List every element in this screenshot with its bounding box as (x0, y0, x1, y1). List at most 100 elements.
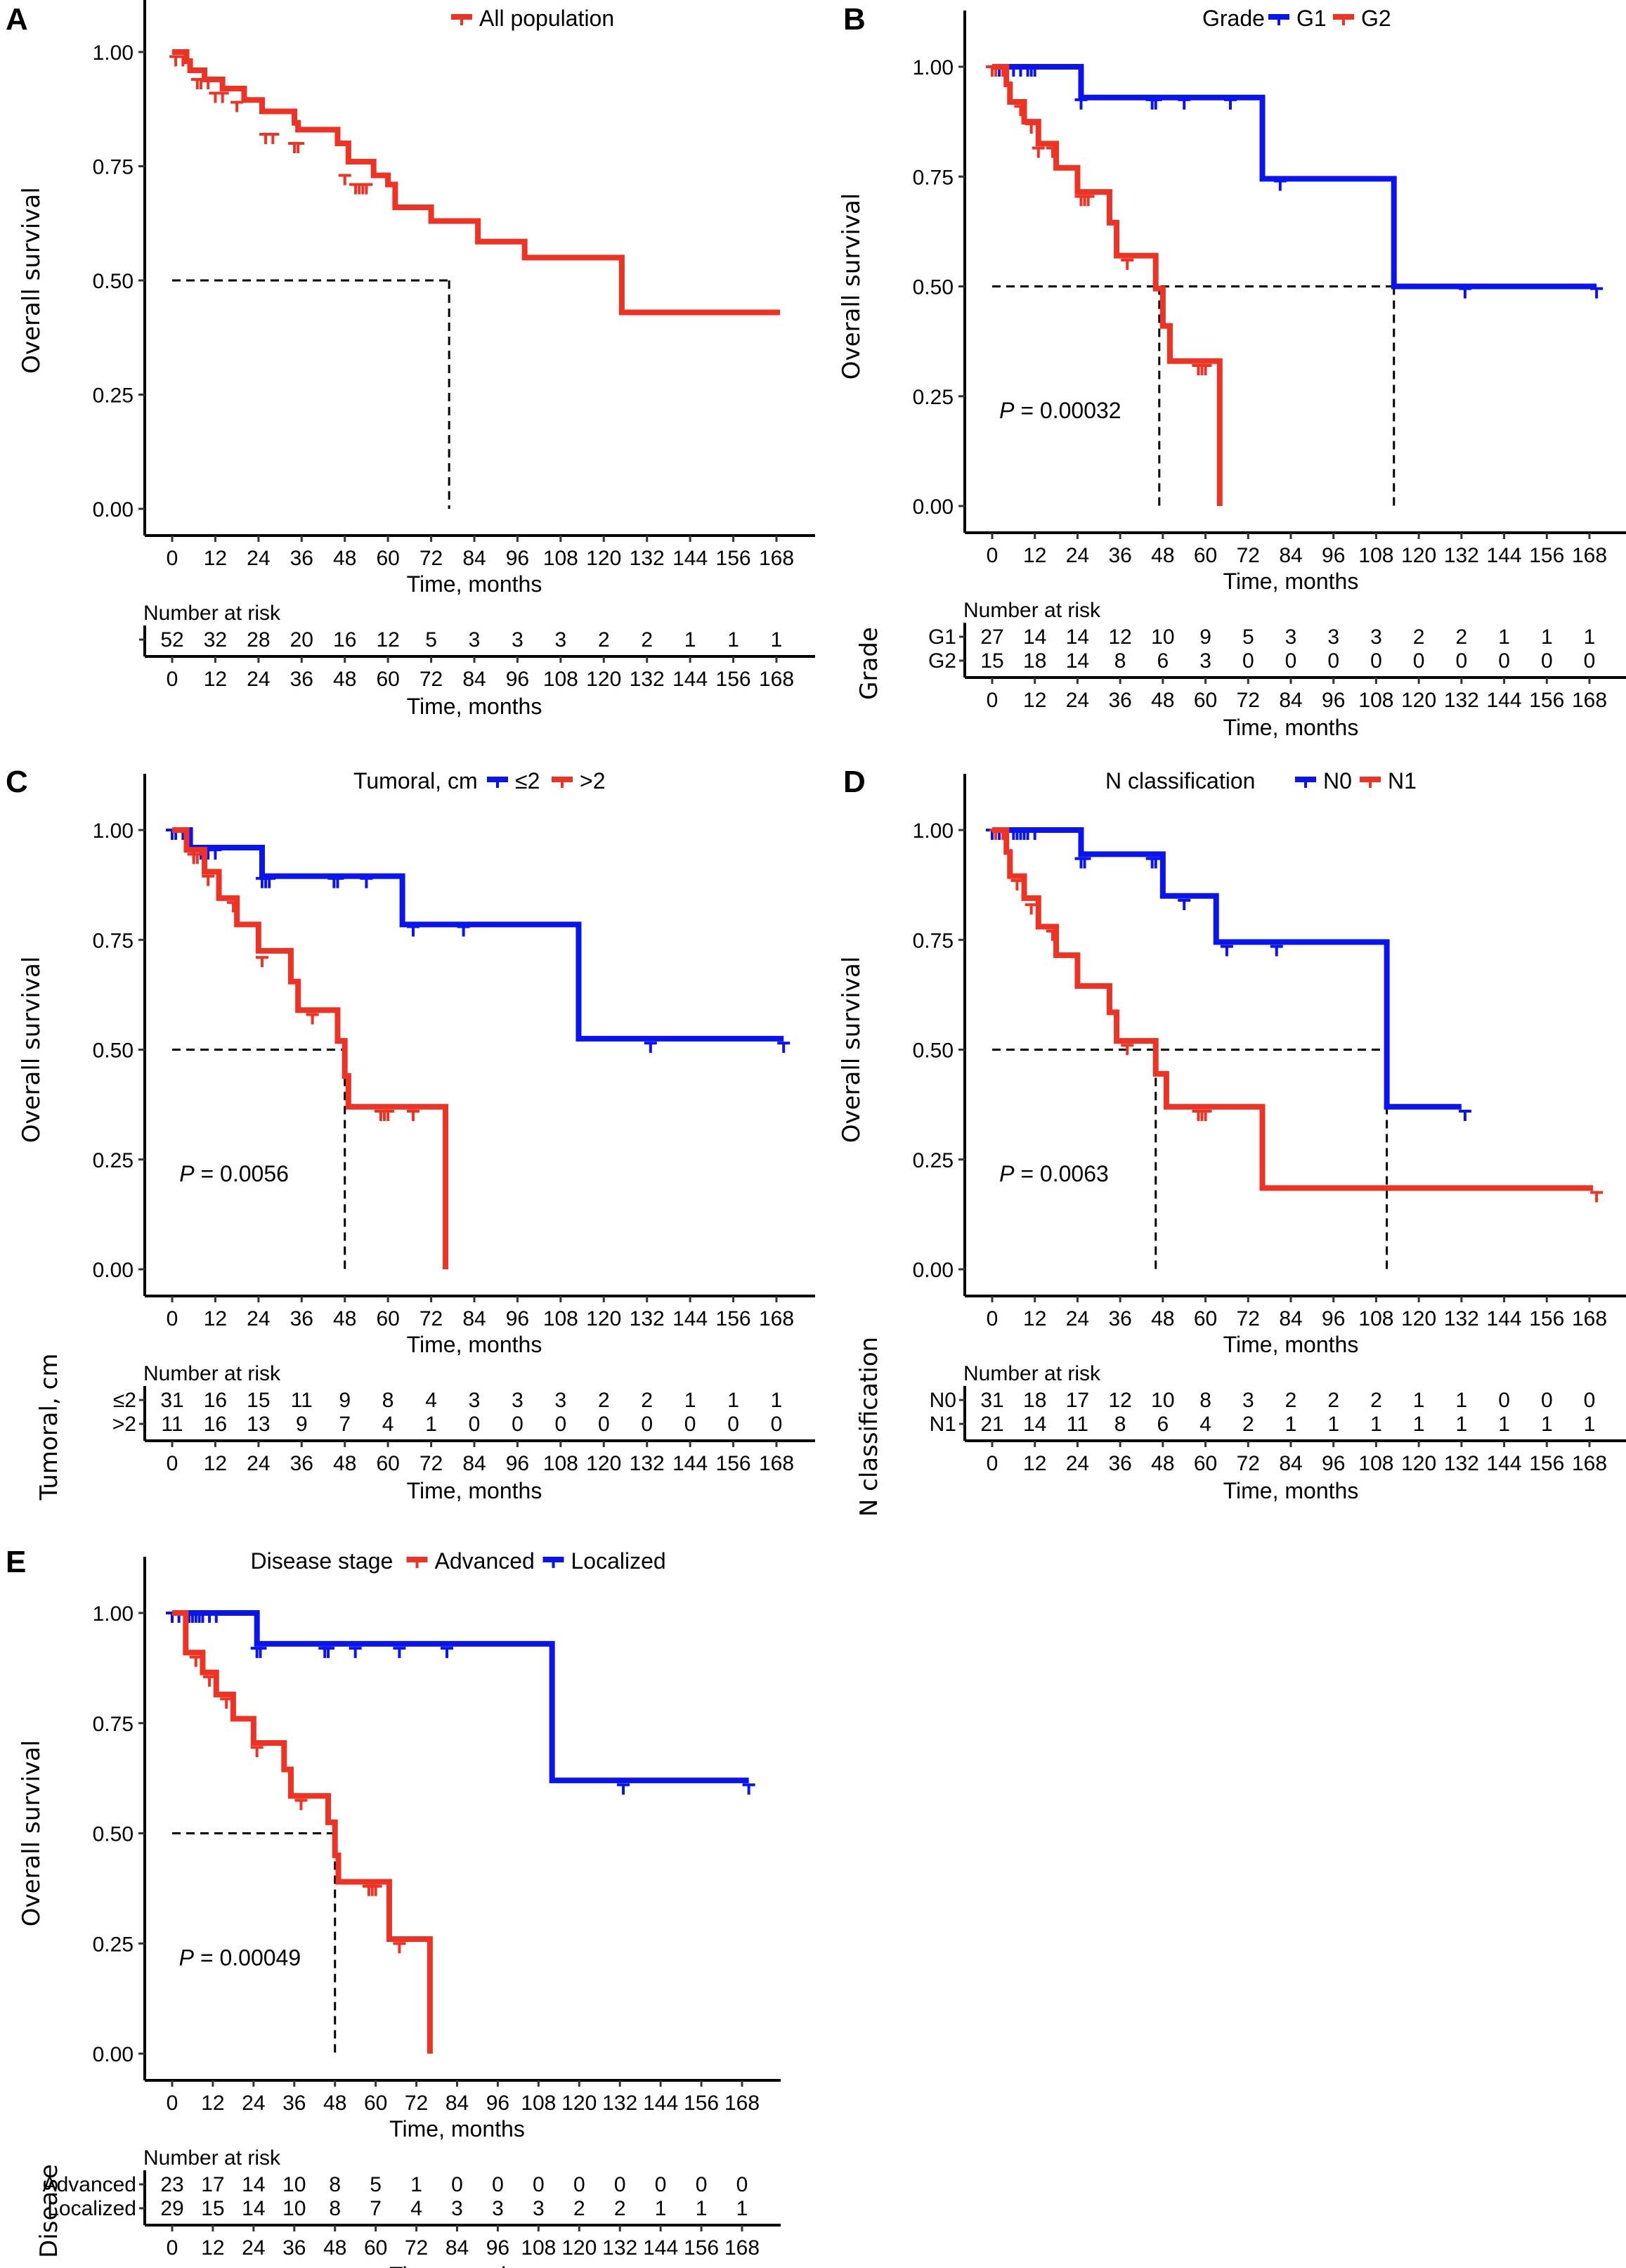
risk-count: 14 (242, 2173, 265, 2196)
y-tick-label: 0.50 (913, 276, 954, 299)
risk-count: 0 (1370, 649, 1382, 673)
risk-count: 1 (684, 628, 696, 652)
risk-count: 11 (161, 1413, 183, 1436)
risk-row-label: N1 (930, 1413, 956, 1436)
risk-x-tick-label: 132 (630, 668, 665, 691)
x-tick-label: 144 (672, 547, 708, 570)
y-tick-label: 0.50 (913, 1039, 954, 1063)
risk-x-tick-label: 36 (290, 1452, 313, 1475)
x-tick-label: 144 (1487, 544, 1522, 567)
risk-x-tick-label: 84 (462, 1452, 486, 1475)
median-lines (172, 1049, 346, 1269)
risk-count: 9 (296, 1413, 308, 1436)
legend: All population (451, 6, 614, 31)
risk-x-tick-label: 156 (1529, 1452, 1564, 1475)
risk-x-tick-label: 84 (445, 2236, 469, 2260)
y-tick-label: 0.75 (93, 156, 134, 179)
risk-count: 0 (1541, 649, 1553, 673)
risk-count: 0 (573, 2173, 585, 2196)
x-tick-label: 60 (364, 2092, 387, 2115)
risk-x-tick-label: 72 (1237, 689, 1260, 712)
risk-table-title: Number at risk (143, 1362, 281, 1385)
risk-count: 1 (1541, 1413, 1553, 1436)
risk-count: 1 (1541, 626, 1553, 649)
risk-count: 28 (247, 628, 270, 652)
x-tick-label: 60 (1194, 1307, 1217, 1330)
y-tick-label: 0.75 (93, 1713, 134, 1736)
median-lines (172, 279, 450, 509)
risk-row-label: G1 (928, 626, 956, 649)
risk-count: 2 (641, 1389, 653, 1412)
risk-x-tick-label: 108 (521, 2236, 556, 2260)
survival-curve (172, 49, 781, 316)
risk-count: 0 (614, 2173, 626, 2196)
p-value: = 0.00032 (1014, 398, 1121, 423)
risk-count: 1 (1498, 626, 1510, 649)
risk-count: 4 (1199, 1413, 1211, 1436)
risk-x-tick-label: 96 (486, 2236, 509, 2260)
risk-count: 4 (382, 1413, 394, 1436)
risk-count: 0 (533, 2173, 545, 2196)
panel-letter: C (6, 765, 28, 799)
risk-x-tick-label: 96 (1322, 1452, 1345, 1475)
x-tick-label: 168 (759, 547, 794, 570)
risk-x-tick-label: 48 (1151, 689, 1174, 712)
x-tick-label: 168 (724, 2092, 760, 2115)
legend-entry: N0 (1323, 768, 1352, 793)
x-axis-title: Time, months (407, 1332, 542, 1357)
x-tick-label: 0 (167, 1307, 178, 1330)
risk-count: 0 (736, 2173, 748, 2196)
risk-count: 2 (641, 628, 653, 652)
risk-count: 0 (727, 1413, 739, 1436)
risk-count: 2 (1370, 1389, 1382, 1412)
risk-count: 10 (1151, 1389, 1174, 1412)
x-tick-label: 60 (1194, 544, 1217, 567)
y-tick-label: 0.50 (93, 1823, 134, 1846)
risk-count: 1 (696, 2197, 708, 2220)
risk-count: 0 (1456, 649, 1468, 673)
y-tick-label: 0.25 (913, 386, 954, 409)
x-tick-label: 168 (1572, 544, 1607, 567)
p-value-label: P = 0.0063 (999, 1161, 1109, 1186)
x-tick-label: 72 (405, 2092, 428, 2115)
risk-x-tick-label: 132 (1444, 689, 1479, 712)
risk-table-title: Number at risk (963, 599, 1101, 622)
x-tick-label: 12 (201, 2092, 224, 2115)
risk-count: 1 (1413, 1413, 1425, 1436)
x-axis-title: Time, months (389, 2116, 525, 2141)
risk-row-axis-title: Grade (855, 627, 883, 700)
risk-count: 3 (469, 1389, 481, 1412)
risk-count: 2 (598, 1389, 610, 1412)
risk-count: 0 (1285, 649, 1297, 673)
legend-entry: ≤2 (515, 768, 540, 793)
y-axis-title: Overall survival (18, 957, 46, 1143)
risk-count: 0 (1327, 649, 1339, 673)
y-tick-label: 0.75 (913, 929, 954, 952)
risk-x-tick-label: 144 (1487, 689, 1522, 712)
y-tick-label: 1.00 (93, 41, 134, 65)
risk-count: 14 (1066, 649, 1089, 673)
x-tick-label: 12 (1023, 544, 1046, 567)
risk-x-tick-label: 132 (1444, 1452, 1479, 1475)
risk-x-tick-label: 60 (1194, 689, 1217, 712)
risk-x-tick-label: 132 (630, 1452, 665, 1475)
legend-entry: Localized (571, 1548, 666, 1574)
risk-count: 15 (980, 649, 1003, 673)
risk-count: 0 (1541, 1389, 1553, 1412)
risk-x-tick-label: 156 (684, 2236, 719, 2260)
x-tick-label: 156 (684, 2092, 719, 2115)
panel-letter: D (843, 765, 866, 799)
legend: N classification N0 N1 (1105, 768, 1417, 793)
series-g2 (986, 64, 1223, 506)
x-tick-label: 96 (1322, 544, 1345, 567)
risk-x-tick-label: 96 (1322, 689, 1345, 712)
risk-count: 6 (1157, 649, 1169, 673)
x-tick-label: 96 (1322, 1307, 1345, 1330)
y-tick-label: 0.50 (93, 1039, 134, 1063)
risk-count: 1 (425, 1413, 437, 1436)
y-axis-title: Overall survival (18, 1740, 46, 1927)
